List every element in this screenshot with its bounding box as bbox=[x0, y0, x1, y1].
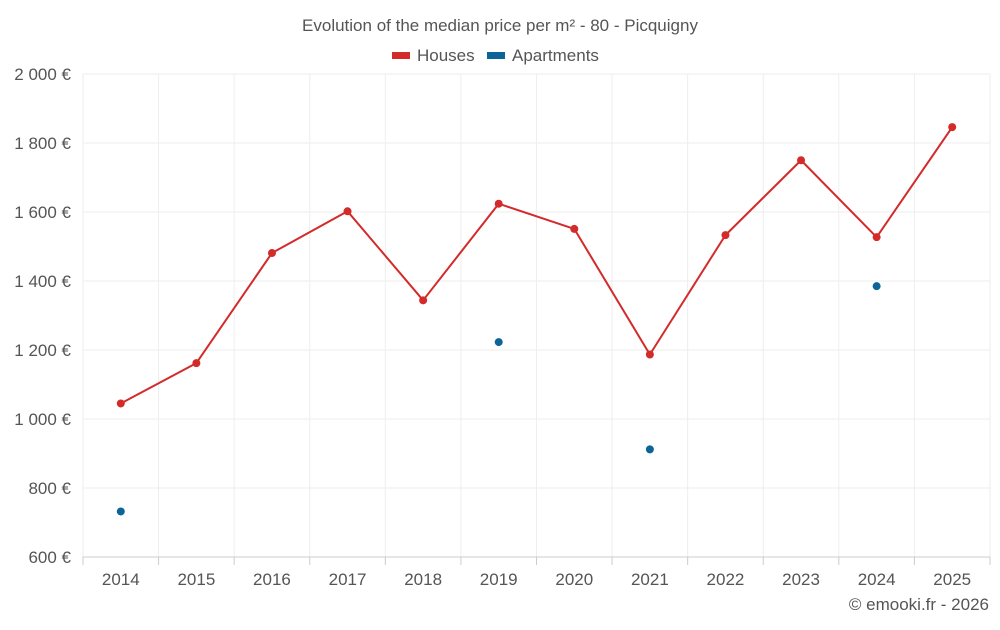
x-tick-label: 2024 bbox=[858, 570, 896, 589]
x-tick-label: 2021 bbox=[631, 570, 669, 589]
chart-title: Evolution of the median price per m² - 8… bbox=[302, 16, 698, 35]
legend-label-houses: Houses bbox=[417, 46, 475, 65]
legend: Houses Apartments bbox=[392, 46, 599, 65]
data-point-houses[interactable] bbox=[797, 156, 806, 165]
y-tick-label: 800 € bbox=[28, 479, 71, 498]
series-points bbox=[116, 123, 957, 516]
y-tick-label: 1 000 € bbox=[14, 410, 71, 429]
data-point-houses[interactable] bbox=[494, 199, 503, 208]
x-tick-label: 2022 bbox=[707, 570, 745, 589]
legend-item-apartments[interactable]: Apartments bbox=[487, 46, 599, 65]
x-axis: 2014 2015 2016 2017 2018 2019 2020 2021 2022 2023… bbox=[82, 556, 991, 589]
data-point-apartments[interactable] bbox=[645, 445, 654, 454]
x-tick-label: 2016 bbox=[253, 570, 291, 589]
gridlines bbox=[82, 73, 991, 557]
y-tick-label: 1 600 € bbox=[14, 203, 71, 222]
data-point-houses[interactable] bbox=[872, 233, 881, 242]
y-tick-label: 1 400 € bbox=[14, 272, 71, 291]
x-tick-label: 2018 bbox=[404, 570, 442, 589]
x-tick-label: 2020 bbox=[555, 570, 593, 589]
x-tick-label: 2014 bbox=[102, 570, 140, 589]
series-lines bbox=[120, 126, 954, 405]
data-point-apartments[interactable] bbox=[494, 338, 503, 347]
x-tick-label: 2015 bbox=[177, 570, 215, 589]
y-tick-label: 2 000 € bbox=[14, 65, 71, 84]
y-tick-label: 1 200 € bbox=[14, 341, 71, 360]
x-tick-label: 2017 bbox=[329, 570, 367, 589]
y-axis: 600 € 800 € 1 000 € 1 200 € 1 400 € 1 600 € 1 … bbox=[14, 65, 71, 567]
data-point-houses[interactable] bbox=[192, 359, 201, 368]
data-point-houses[interactable] bbox=[343, 207, 352, 216]
x-tick-label: 2019 bbox=[480, 570, 518, 589]
y-tick-label: 600 € bbox=[28, 548, 71, 567]
data-point-houses[interactable] bbox=[419, 296, 428, 305]
data-point-houses[interactable] bbox=[116, 399, 125, 408]
data-point-houses[interactable] bbox=[948, 123, 957, 132]
data-point-apartments[interactable] bbox=[116, 507, 125, 516]
copyright-credit: © emooki.fr - 2026 bbox=[849, 595, 989, 614]
data-point-apartments[interactable] bbox=[872, 282, 881, 291]
legend-item-houses[interactable]: Houses bbox=[392, 46, 475, 65]
x-tick-label: 2025 bbox=[933, 570, 971, 589]
data-point-houses[interactable] bbox=[645, 350, 654, 359]
legend-swatch-houses bbox=[392, 52, 410, 59]
y-tick-label: 1 800 € bbox=[14, 134, 71, 153]
data-point-houses[interactable] bbox=[721, 231, 730, 240]
data-point-houses[interactable] bbox=[570, 224, 579, 233]
x-tick-label: 2023 bbox=[782, 570, 820, 589]
legend-swatch-apartments bbox=[487, 52, 505, 59]
series-line-houses bbox=[120, 126, 954, 405]
data-point-houses[interactable] bbox=[267, 249, 276, 258]
legend-label-apartments: Apartments bbox=[512, 46, 599, 65]
